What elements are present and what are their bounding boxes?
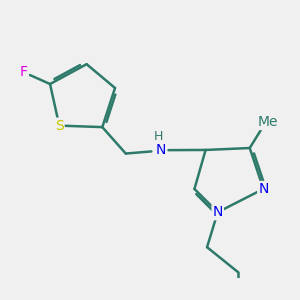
Text: N: N — [156, 143, 166, 157]
Text: H: H — [154, 130, 163, 143]
Text: F: F — [20, 65, 28, 79]
Text: Me: Me — [258, 116, 278, 129]
Text: S: S — [55, 118, 64, 133]
Text: N: N — [212, 205, 223, 219]
Text: N: N — [258, 182, 268, 196]
